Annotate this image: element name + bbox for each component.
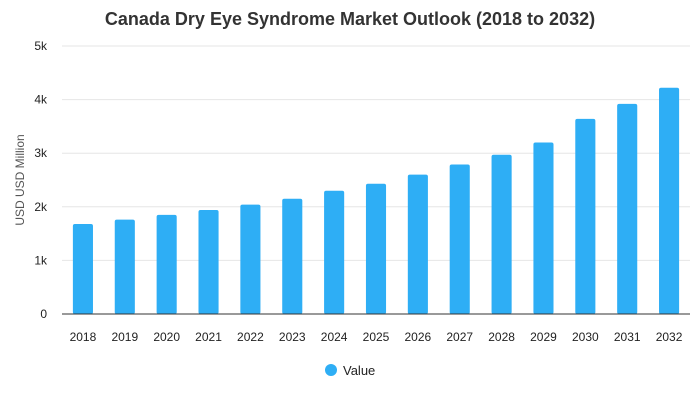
bar-2025 — [365, 183, 387, 314]
bar-2023 — [282, 198, 303, 314]
bar-2026 — [407, 174, 428, 314]
x-tick-label: 2032 — [656, 330, 683, 344]
x-tick-label: 2030 — [572, 330, 599, 344]
bar-2027 — [449, 164, 470, 314]
x-axis-ticks: 2018 2019 2020 2021 2022 2023 2024 2025 2026 2027… — [70, 330, 683, 344]
y-tick-label: 4k — [34, 93, 48, 107]
y-tick-label: 3k — [34, 146, 48, 160]
x-tick-label: 2028 — [488, 330, 515, 344]
x-tick-label: 2018 — [70, 330, 97, 344]
y-axis-ticks: 0 1k 2k 3k 4k 5k — [34, 39, 48, 321]
x-tick-label: 2021 — [195, 330, 222, 344]
x-tick-label: 2020 — [153, 330, 180, 344]
legend: Value — [325, 363, 375, 378]
x-tick-label: 2027 — [446, 330, 473, 344]
bar-2030 — [575, 118, 596, 315]
x-tick-label: 2022 — [237, 330, 264, 344]
bar-2028 — [491, 154, 512, 314]
bar-2021 — [198, 210, 219, 314]
y-tick-label: 2k — [34, 200, 48, 214]
y-axis-title: USD USD Million — [13, 134, 27, 225]
x-tick-label: 2024 — [321, 330, 348, 344]
x-tick-label: 2025 — [363, 330, 390, 344]
bar-2022 — [240, 204, 261, 314]
x-tick-label: 2031 — [614, 330, 641, 344]
y-tick-label: 5k — [34, 39, 48, 53]
x-tick-label: 2029 — [530, 330, 557, 344]
bar-2029 — [533, 142, 554, 314]
y-tick-label: 0 — [40, 307, 47, 321]
x-tick-label: 2026 — [405, 330, 432, 344]
y-tick-label: 1k — [34, 253, 48, 267]
legend-swatch-value — [325, 364, 337, 376]
chart-title: Canada Dry Eye Syndrome Market Outlook (… — [105, 9, 595, 29]
bars — [72, 87, 680, 315]
x-tick-label: 2019 — [111, 330, 138, 344]
bar-2024 — [324, 190, 345, 314]
bar-2032 — [659, 87, 680, 314]
bar-2019 — [114, 219, 135, 314]
bar-2018 — [72, 223, 93, 314]
bar-2031 — [617, 103, 638, 314]
bar-2020 — [156, 214, 177, 314]
x-tick-label: 2023 — [279, 330, 306, 344]
legend-label-value: Value — [343, 363, 375, 378]
